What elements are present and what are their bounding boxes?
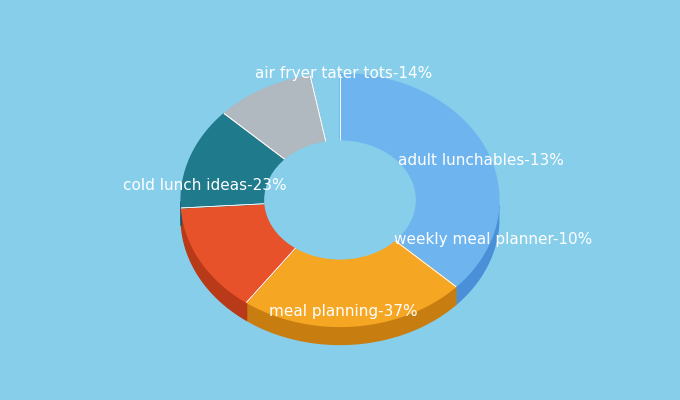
Polygon shape [340,74,499,286]
Polygon shape [182,208,247,320]
Text: adult lunchables-13%: adult lunchables-13% [398,153,564,168]
Polygon shape [247,286,456,344]
Text: cold lunch ideas-23%: cold lunch ideas-23% [123,178,286,193]
Polygon shape [456,205,498,304]
Polygon shape [224,76,326,159]
Polygon shape [265,204,295,266]
Polygon shape [182,204,295,302]
Text: meal planning-37%: meal planning-37% [269,304,418,320]
Text: air fryer tater tots-14%: air fryer tater tots-14% [255,66,432,81]
Polygon shape [181,114,285,208]
Text: weekly meal planner-10%: weekly meal planner-10% [394,232,592,247]
Polygon shape [295,241,395,278]
Polygon shape [247,241,456,326]
Ellipse shape [264,140,416,260]
Polygon shape [395,202,415,259]
